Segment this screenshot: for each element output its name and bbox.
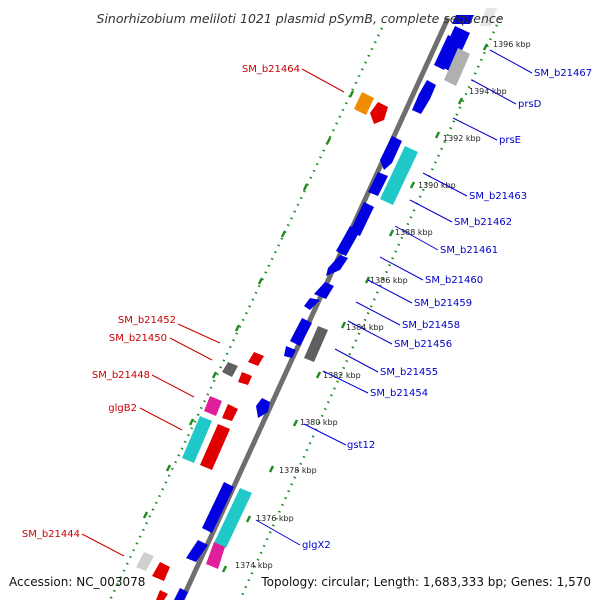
inner-ticks [221,43,489,573]
inner-gene-features [174,8,497,600]
gene-label: SM_b21459 [414,298,472,309]
left-leader-lines [81,68,345,557]
tick-label: 1374 kbp [235,561,273,570]
tick-label: 1380 kbp [300,418,338,427]
tick-label: 1376 kbp [256,514,294,523]
gene-gray [480,8,497,26]
tick-label: 1384 kbp [346,323,384,332]
tick-label: 1390 kbp [418,181,456,190]
gene-red [222,404,238,421]
gene-blue [380,136,402,170]
tick-label: 1386 kbp [370,276,408,285]
gene-label: SM_b21455 [380,367,438,378]
right-gene-labels: SM_b21467 prsD prsE SM_b21463 SM_b21462 … [302,68,592,551]
gene-label: SM_b21462 [454,217,512,228]
gene-label: gst12 [347,440,375,451]
gene-blue [314,282,334,299]
gene-label: SM_b21452 [118,315,176,326]
gene-blue [434,35,458,70]
gene-blue [202,482,234,533]
tick-label: 1396 kbp [493,40,531,49]
gene-magenta [206,542,225,569]
right-leader-lines [255,49,533,546]
outer-gene-features [136,92,388,600]
tick-label: 1388 kbp [395,228,433,237]
gene-magenta [204,396,222,416]
gene-red [156,590,168,600]
gene-label: SM_b21467 [534,68,592,79]
gene-dark [304,326,328,362]
gene-label: SM_b21454 [370,388,428,399]
gene-orange [354,92,374,115]
inner-dotted-track [238,17,502,600]
gene-blue [174,588,188,600]
gene-cyan [380,146,418,205]
gene-label: SM_b21450 [109,333,167,344]
gene-label: glgX2 [302,540,331,551]
gene-label: SM_b21444 [22,529,80,540]
gene-blue [452,15,474,24]
gene-red [248,352,264,366]
gene-label: prsD [518,99,542,110]
map-title: Sinorhizobium meliloti 1021 plasmid pSym… [97,11,504,26]
gene-blue [304,298,320,310]
gene-cyan [214,488,252,548]
gene-blue [412,80,436,114]
gene-label: glgB2 [108,403,137,414]
gene-label: SM_b21448 [92,370,150,381]
gene-blue [186,540,208,562]
gene-blue [290,318,312,346]
gene-dark [222,362,238,377]
gene-blue [326,255,348,276]
gene-blue [368,172,388,196]
tick-label: 1382 kbp [323,371,361,380]
gene-label: SM_b21464 [242,64,300,75]
gene-label: prsE [499,135,521,146]
accession-text: Accession: NC_003078 [9,575,145,589]
gene-red [200,424,230,470]
gene-label: SM_b21463 [469,191,527,202]
gene-cyan [182,416,212,463]
gene-label: SM_b21458 [402,320,460,331]
gene-red [152,562,170,581]
track-lines [108,16,502,600]
gene-label: SM_b21461 [440,245,498,256]
gene-red [370,102,388,124]
gene-blue [256,398,270,418]
outer-ticks [142,90,355,519]
tick-label: 1392 kbp [443,134,481,143]
outer-dotted-track [108,27,384,600]
left-gene-labels: SM_b21464 SM_b21452 SM_b21450 SM_b21448 … [22,64,300,540]
gene-gray [136,552,154,571]
gene-blue [284,346,296,358]
topology-summary: Topology: circular; Length: 1,683,333 bp… [260,575,591,589]
gene-label: SM_b21456 [394,339,452,350]
gene-red [238,372,252,385]
gene-blue [350,202,374,236]
tick-label: 1394 kbp [469,87,507,96]
gene-gray [444,48,470,86]
tick-label: 1378 kbp [279,466,317,475]
kbp-tick-labels: 1396 kbp 1394 kbp 1392 kbp 1390 kbp 1388… [235,40,531,570]
gene-blue [336,226,360,256]
gene-label: SM_b21460 [425,275,483,286]
backbone-line [179,16,451,600]
